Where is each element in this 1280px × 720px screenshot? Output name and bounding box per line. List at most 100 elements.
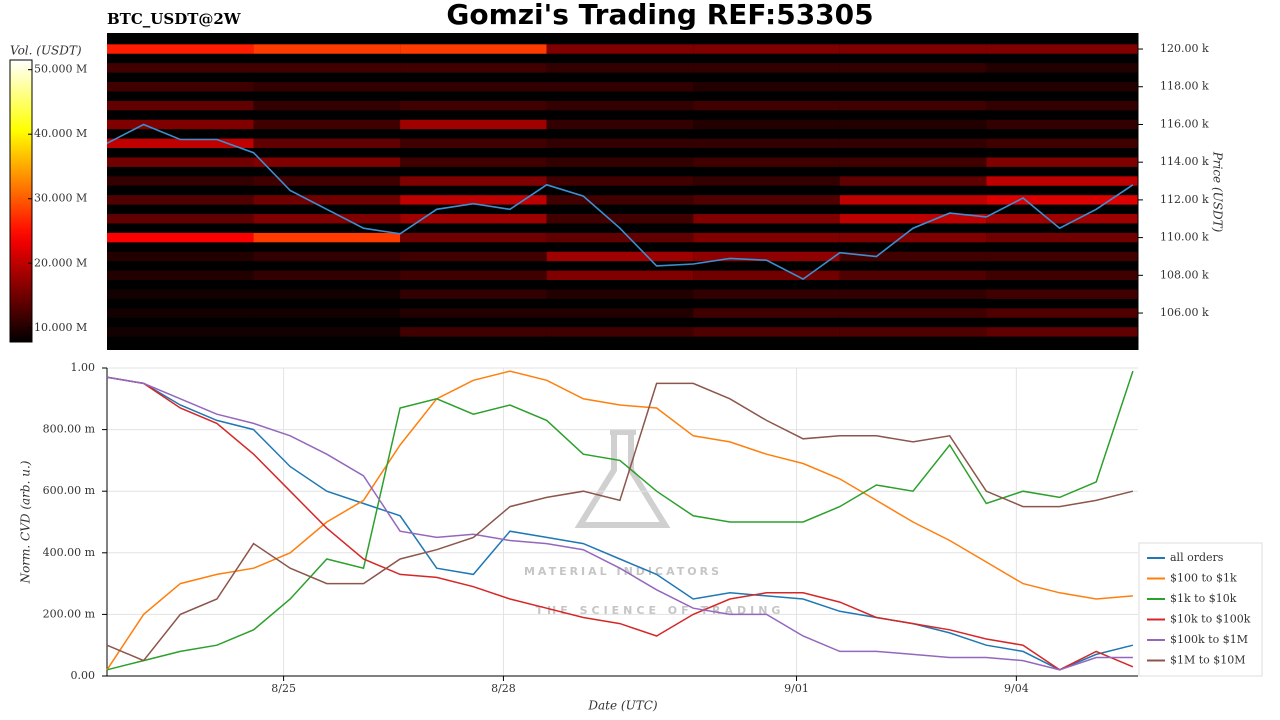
heat-cell <box>693 214 840 224</box>
heat-cell <box>693 119 840 130</box>
heat-cell <box>400 100 547 111</box>
heat-cell <box>546 214 694 224</box>
y-tick-label: 600.00 m <box>43 484 96 497</box>
cvd-line <box>106 376 1134 671</box>
heat-cell <box>400 308 547 318</box>
heat-cell <box>107 195 254 205</box>
heat-cell <box>253 44 401 54</box>
heat-cell <box>253 63 401 73</box>
colorbar-label: Vol. (USDT) <box>10 44 82 58</box>
heat-cell <box>107 176 254 186</box>
heat-cell <box>546 232 694 243</box>
heat-cell <box>400 289 547 299</box>
y-tick-label: 114.00 k <box>1160 155 1209 168</box>
heat-cell <box>546 63 694 73</box>
heat-cell <box>986 157 1138 167</box>
heat-cell <box>107 44 254 54</box>
heat-cell <box>986 251 1138 262</box>
heat-cell <box>400 327 547 337</box>
heat-cell <box>693 63 840 73</box>
y-tick-label: 110.00 k <box>1160 231 1209 244</box>
heat-cell <box>693 270 840 281</box>
heat-cell <box>253 289 401 299</box>
y-tick-label: 800.00 m <box>43 423 96 436</box>
heat-cell <box>839 289 987 299</box>
heat-cell <box>693 82 840 92</box>
heat-cell <box>839 138 987 149</box>
heat-cell <box>546 289 694 299</box>
heat-cell <box>986 100 1138 111</box>
heat-cell <box>546 327 694 337</box>
chart-title: Gomzi's Trading REF:53305 <box>446 0 873 31</box>
legend-label: $100 to $1k <box>1170 572 1237 585</box>
heat-cell <box>107 289 254 299</box>
heat-cell <box>253 214 401 224</box>
heat-cell <box>546 44 694 54</box>
heat-cell <box>107 63 254 73</box>
heat-cell <box>400 119 547 130</box>
heat-cell <box>693 138 840 149</box>
colorbar-tick-label: 40.000 M <box>34 127 87 140</box>
y-axis-label: Price (USDT) <box>1211 151 1225 233</box>
legend: all orders $100 to $1k $1k to $10k $10k to … <box>1138 542 1263 677</box>
cvd-line <box>106 382 1134 662</box>
heat-cell <box>546 100 694 111</box>
heat-cell <box>839 251 987 262</box>
heat-cell <box>107 214 254 224</box>
y-tick-label: 106.00 k <box>1160 306 1209 319</box>
colorbar-tick-label: 50.000 M <box>34 63 87 76</box>
watermark: THE SCIENCE OF TRADING <box>536 604 785 617</box>
heat-cell <box>107 82 254 92</box>
heat-cell <box>839 157 987 167</box>
heat-cell <box>693 44 840 54</box>
legend-label: $1M to $10M <box>1170 654 1246 667</box>
heat-cell <box>107 138 254 149</box>
heat-cell <box>253 195 401 205</box>
heat-cell <box>986 119 1138 130</box>
heat-cell <box>986 82 1138 92</box>
heat-cell <box>986 138 1138 149</box>
colorbar-tick-label: 30.000 M <box>34 192 87 205</box>
heat-cell <box>107 327 254 337</box>
heat-cell <box>107 270 254 281</box>
heat-cell <box>253 100 401 111</box>
heat-cell <box>107 251 254 262</box>
heat-cell <box>839 327 987 337</box>
heat-cell <box>986 289 1138 299</box>
heat-cell <box>546 251 694 262</box>
heat-cell <box>400 195 547 205</box>
cvd-line <box>106 376 1133 671</box>
heat-cell <box>253 251 401 262</box>
heat-cell <box>693 251 840 262</box>
heat-cell <box>986 214 1138 224</box>
colorbar-tick-label: 20.000 M <box>34 256 87 269</box>
heat-cell <box>546 176 694 186</box>
heat-cell <box>546 195 694 205</box>
x-tick-label: 8/28 <box>491 682 516 695</box>
legend-label: $1k to $10k <box>1170 592 1237 605</box>
legend-box <box>1138 542 1263 677</box>
x-tick-label: 9/04 <box>1004 682 1029 695</box>
legend-label: all orders <box>1170 551 1224 564</box>
heat-cell <box>546 157 694 167</box>
heat-cell <box>986 63 1138 73</box>
heat-cell <box>839 100 987 111</box>
heat-cell <box>107 157 254 167</box>
heat-cell <box>107 119 254 130</box>
heat-cell <box>986 44 1138 54</box>
heat-cell <box>986 308 1138 318</box>
heat-cell <box>253 270 401 281</box>
cvd-line <box>106 376 1134 671</box>
y-tick-label: 0.00 <box>71 669 96 682</box>
heat-cell <box>986 270 1138 281</box>
colorbar-tick-label: 10.000 M <box>34 321 87 334</box>
legend-label: $100k to $1M <box>1170 633 1248 646</box>
heat-cell <box>839 82 987 92</box>
y-tick-label: 1.00 <box>71 361 96 374</box>
heat-cell <box>693 176 840 186</box>
heat-cell <box>400 138 547 149</box>
heatmap <box>107 44 1138 337</box>
heat-cell <box>546 119 694 130</box>
heat-cell <box>546 270 694 281</box>
